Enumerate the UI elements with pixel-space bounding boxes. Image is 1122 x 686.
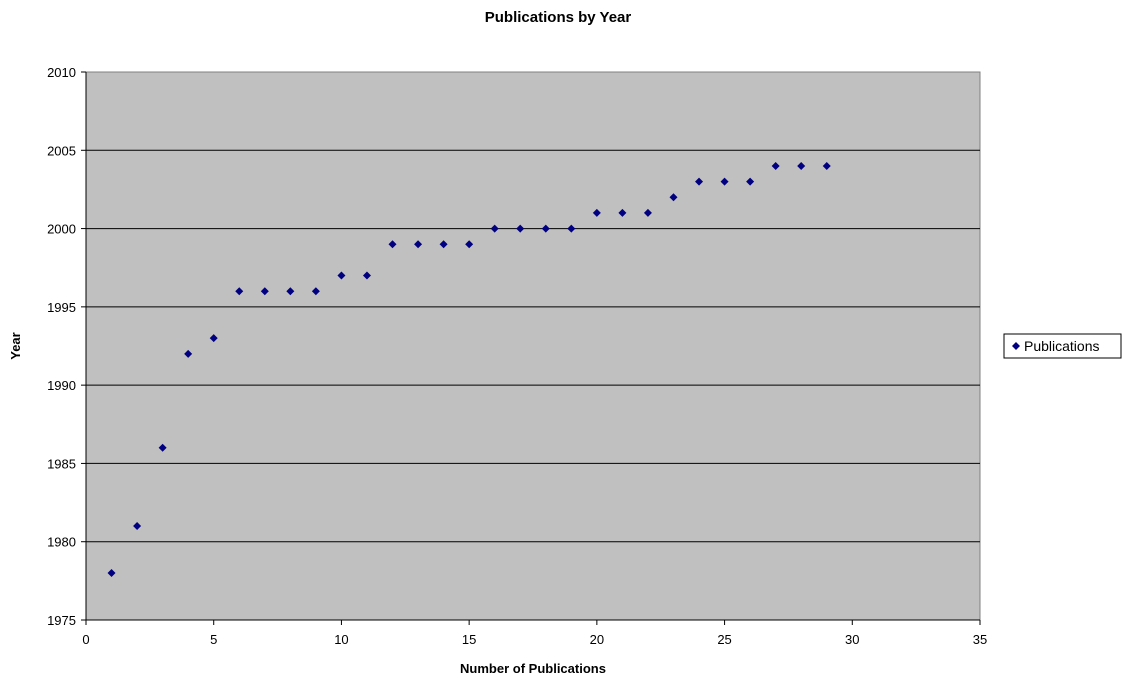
data-point-0-17	[541, 224, 550, 233]
legend-box	[1003, 333, 1122, 359]
data-point-0-19	[592, 208, 601, 217]
data-point-0-26	[771, 161, 780, 170]
data-point-0-11	[388, 240, 397, 249]
y-tick-label-1: 1980	[47, 535, 76, 550]
y-tick-label-5: 2000	[47, 222, 76, 237]
data-point-0-25	[746, 177, 755, 186]
x-tick-label-1: 5	[210, 632, 217, 647]
x-tick-label-5: 25	[717, 632, 731, 647]
data-point-0-20	[618, 208, 627, 217]
data-point-0-16	[516, 224, 525, 233]
data-point-0-0	[107, 569, 116, 578]
x-axis-label: Number of Publications	[460, 661, 606, 676]
data-points	[107, 161, 831, 578]
y-tick-label-4: 1995	[47, 300, 76, 315]
data-point-0-6	[260, 287, 269, 296]
legend-label: Publications	[1024, 338, 1100, 354]
x-tick-label-3: 15	[462, 632, 476, 647]
legend-marker	[1012, 342, 1020, 350]
gridlines	[86, 149, 980, 543]
y-tick-label-6: 2005	[47, 143, 76, 158]
chart-title: Publications by Year	[485, 9, 632, 26]
x-tick-label-0: 0	[82, 632, 89, 647]
data-point-0-21	[643, 208, 652, 217]
data-point-0-10	[362, 271, 371, 280]
y-tick-label-0: 1975	[47, 613, 76, 628]
data-point-0-12	[414, 240, 423, 249]
data-point-0-13	[439, 240, 448, 249]
data-point-0-27	[797, 161, 806, 170]
y-tick-label-2: 1985	[47, 456, 76, 471]
data-point-0-9	[337, 271, 346, 280]
x-tick-labels: 0 5 10 15 20 25 30 35	[82, 620, 987, 647]
y-tick-labels: 1975 1980 1985 1990 1995 2000 2005 2010	[47, 65, 86, 628]
x-tick-label-4: 20	[590, 632, 604, 647]
y-tick-label-3: 1990	[47, 378, 76, 393]
data-point-0-23	[695, 177, 704, 186]
legend: Publications	[1003, 333, 1122, 359]
x-tick-label-6: 30	[845, 632, 859, 647]
data-point-0-7	[286, 287, 295, 296]
data-point-0-18	[567, 224, 576, 233]
data-point-0-5	[235, 287, 244, 296]
x-tick-label-7: 35	[973, 632, 987, 647]
data-point-0-15	[490, 224, 499, 233]
data-point-0-2	[158, 443, 167, 452]
data-point-0-4	[209, 334, 218, 343]
x-tick-label-2: 10	[334, 632, 348, 647]
data-point-0-22	[669, 193, 678, 202]
plot-area	[85, 71, 981, 621]
data-point-0-3	[184, 349, 193, 358]
data-point-0-24	[720, 177, 729, 186]
y-tick-label-7: 2010	[47, 65, 76, 80]
axes	[85, 72, 980, 621]
y-axis-label: Year	[8, 332, 23, 359]
data-point-0-28	[822, 161, 831, 170]
data-point-0-8	[311, 287, 320, 296]
data-point-0-14	[465, 240, 474, 249]
data-point-0-1	[133, 522, 142, 531]
